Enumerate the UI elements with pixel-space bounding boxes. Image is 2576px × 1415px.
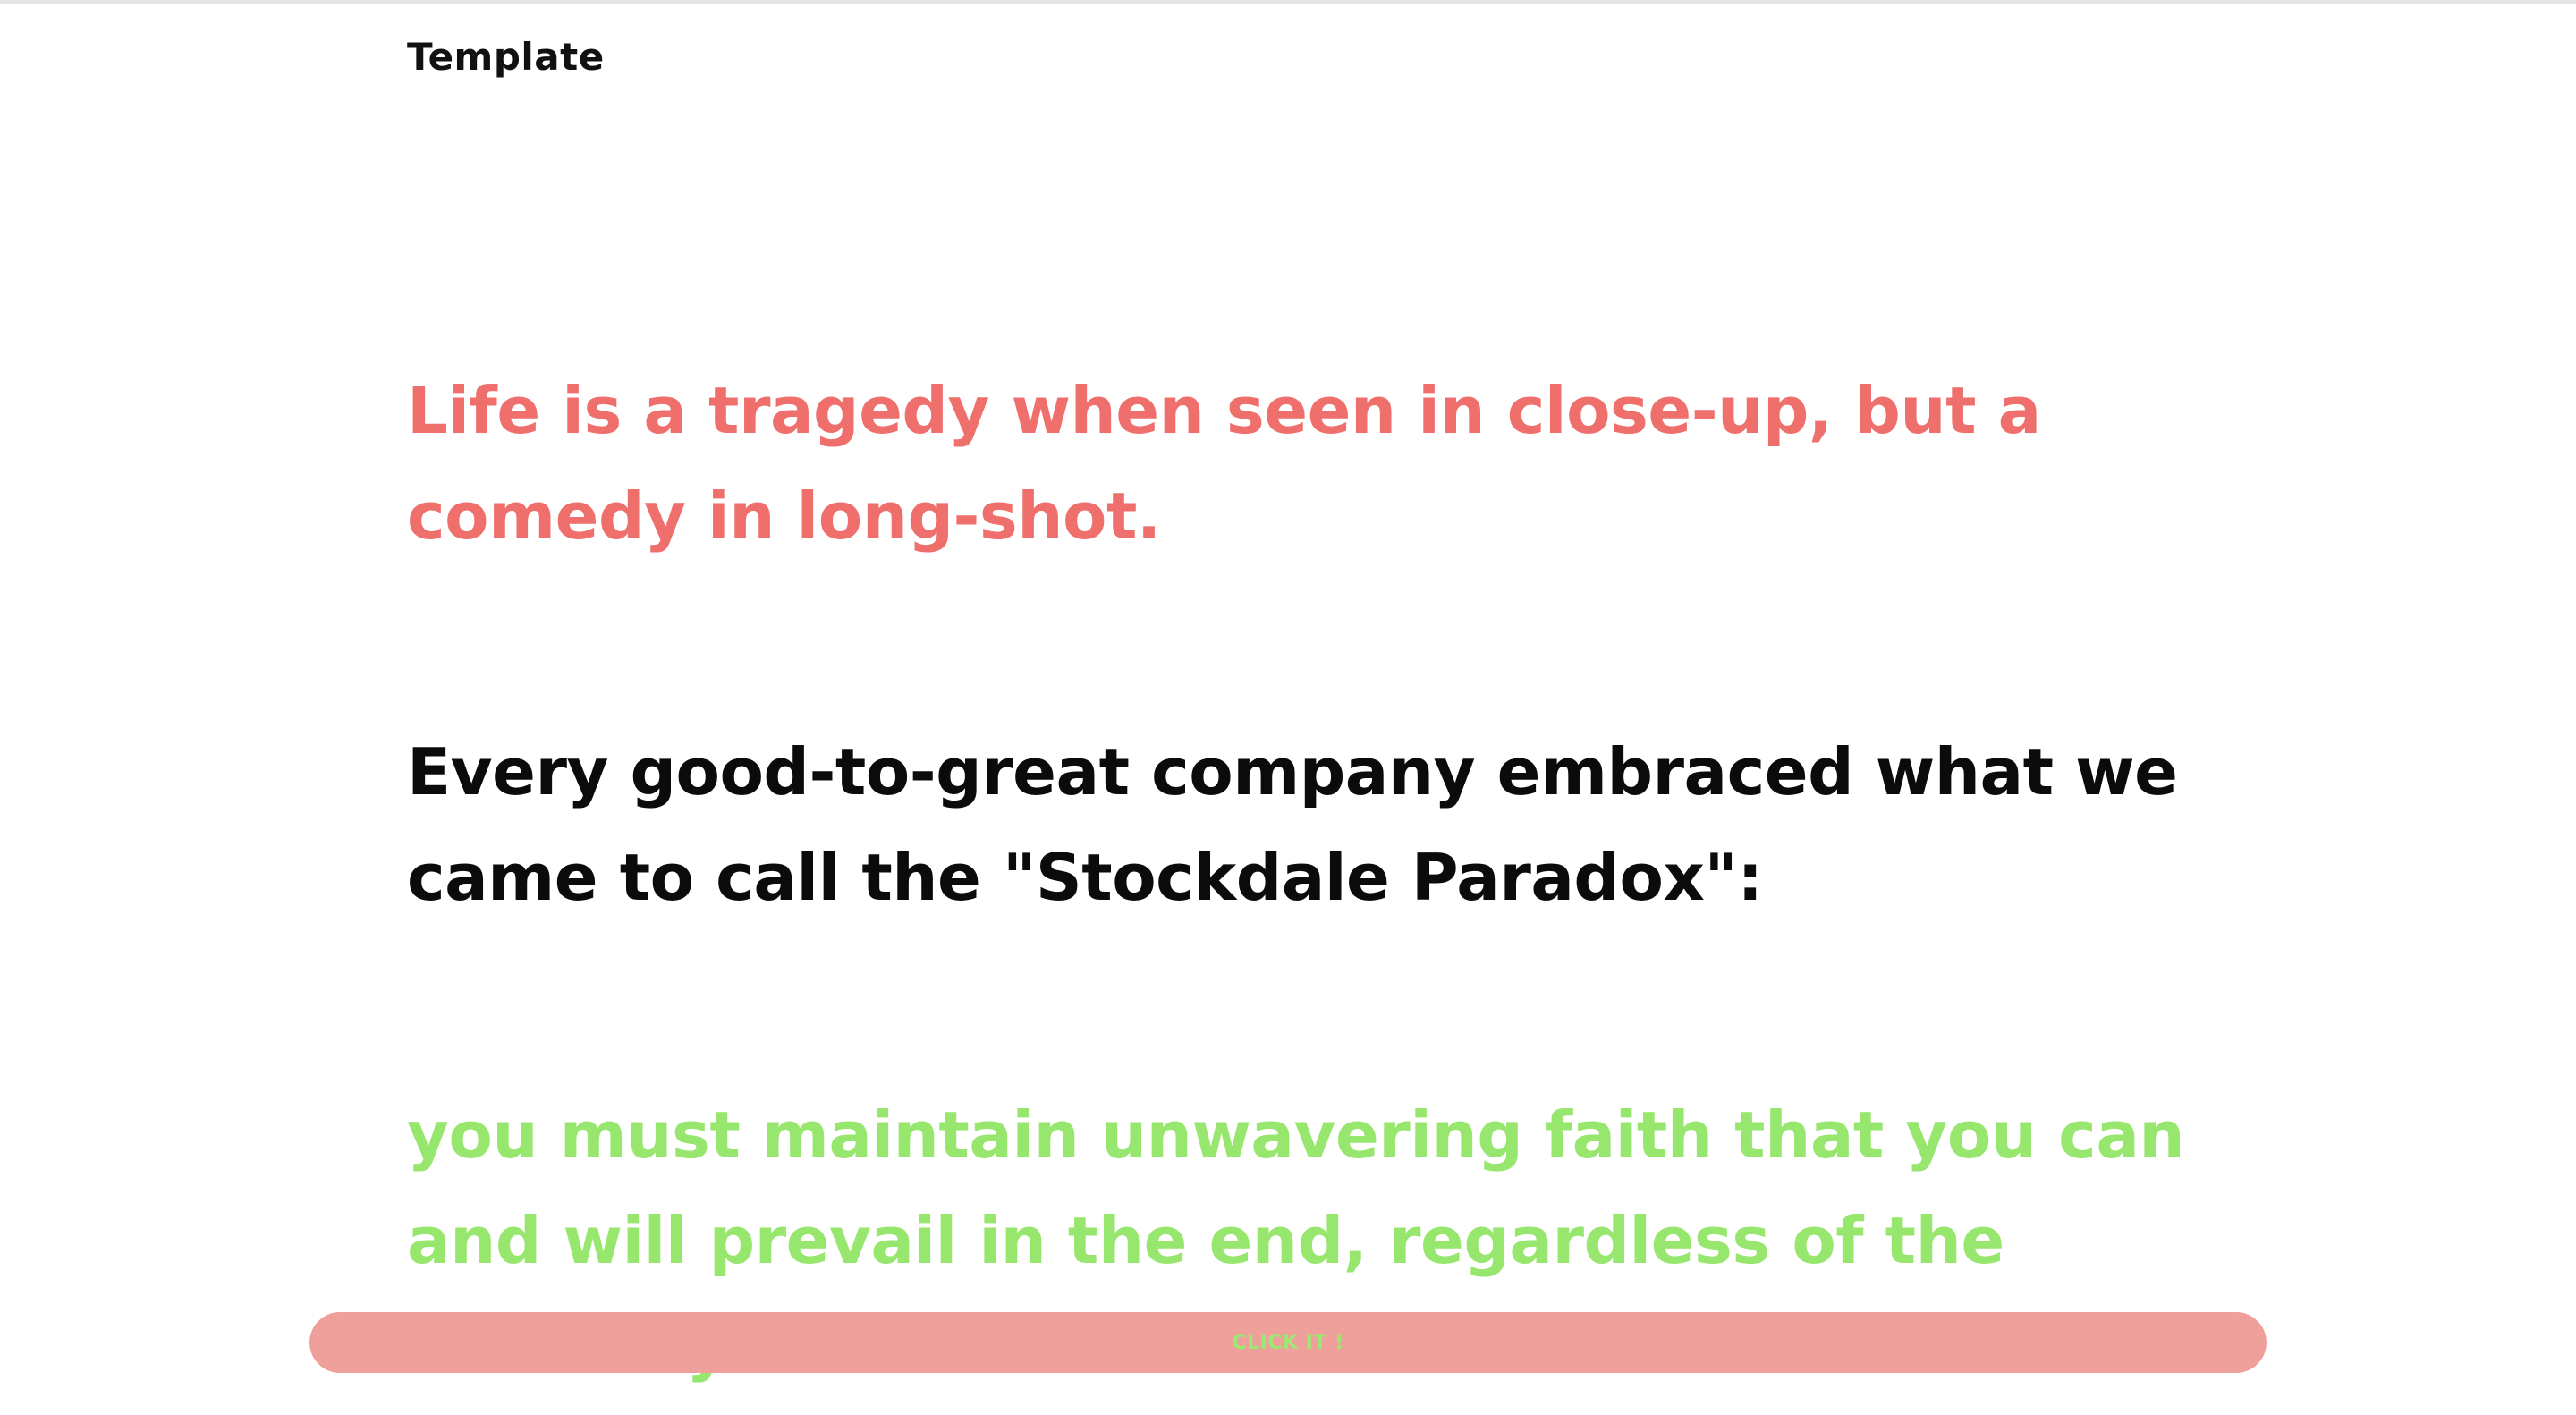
top-divider	[0, 0, 2576, 4]
page-title: Template	[407, 35, 605, 79]
quote-text-1: Life is a tragedy when seen in close-up,…	[407, 373, 2041, 554]
quote-text-2: Every good-to-great company embraced wha…	[407, 734, 2178, 915]
click-it-button[interactable]: CLICK IT !	[309, 1312, 2267, 1373]
quote-text-3: you must maintain unwavering faith that …	[407, 1097, 2185, 1384]
